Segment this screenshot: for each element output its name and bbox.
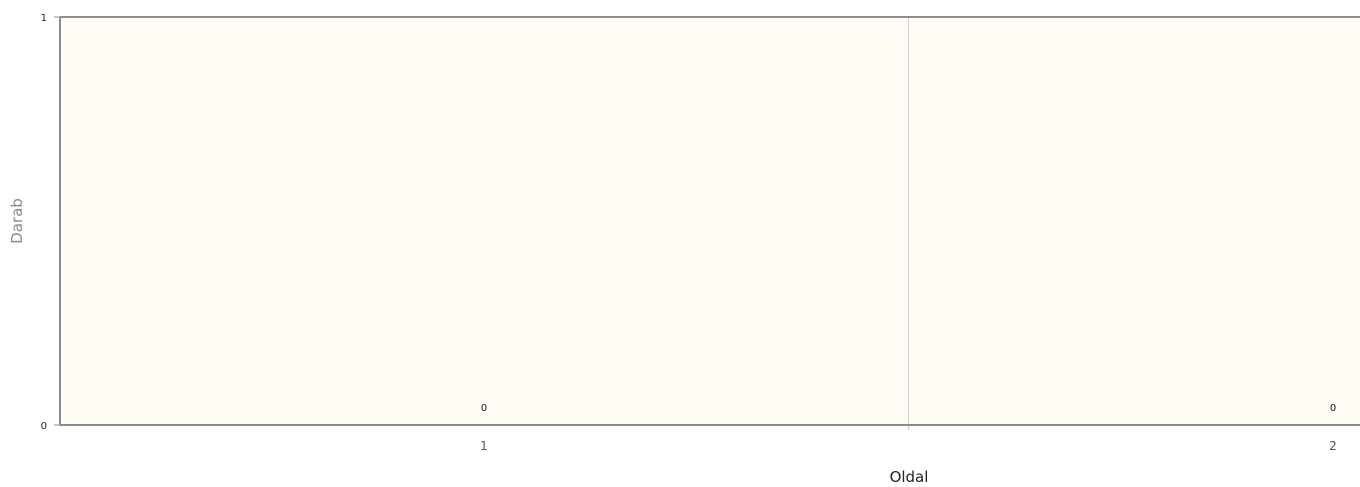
x-axis-title: Oldal: [890, 468, 929, 486]
plot-area: [60, 17, 1360, 425]
y-tick-label: 1: [41, 13, 47, 24]
data-label: 0: [1330, 403, 1336, 414]
y-tick-label: 0: [41, 421, 47, 432]
y-axis-ticks: 01: [41, 13, 60, 432]
data-label: 0: [481, 403, 487, 414]
x-tick-label: 1: [480, 439, 488, 453]
x-tick-label: 2: [1329, 439, 1337, 453]
y-axis-title: Darab: [8, 198, 26, 244]
